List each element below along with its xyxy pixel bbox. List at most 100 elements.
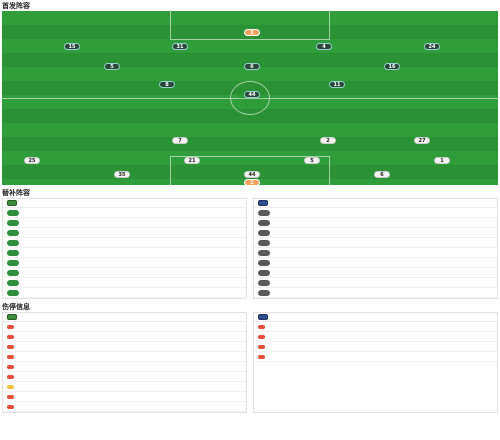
sub-row[interactable]: [254, 278, 497, 288]
sub-number: [7, 209, 19, 216]
sub-number: [7, 229, 19, 236]
home-team-row: [8, 13, 492, 21]
away-player[interactable]: 21: [184, 157, 200, 165]
sub-row[interactable]: [254, 208, 497, 218]
sub-row[interactable]: [254, 258, 497, 268]
subs-title: 替补阵容: [2, 188, 30, 197]
shirt-number: 27: [414, 137, 430, 144]
sub-number: [258, 249, 270, 256]
home-player[interactable]: 4: [316, 43, 332, 51]
home-player[interactable]: 15: [64, 43, 80, 51]
home-crest-icon: [7, 314, 17, 320]
away-player[interactable]: 35: [114, 171, 130, 179]
sub-row[interactable]: [254, 228, 497, 238]
sub-row[interactable]: [3, 288, 246, 298]
injury-icon: [258, 334, 265, 339]
away-player[interactable]: 1: [434, 157, 450, 165]
away-player[interactable]: 5: [304, 157, 320, 165]
shirt-number: 8: [159, 81, 175, 88]
injury-row[interactable]: [3, 382, 246, 392]
injury-row[interactable]: [3, 362, 246, 372]
away-subs: [253, 198, 498, 299]
centre-circle: [230, 81, 270, 115]
top-penalty-area: [170, 11, 330, 40]
home-player[interactable]: 6: [244, 63, 260, 71]
shirt-number: 6: [244, 63, 260, 70]
injuries-title: 伤停信息: [2, 302, 30, 311]
lineup-title: 首发阵容: [2, 1, 30, 10]
injury-icon: [7, 364, 14, 369]
injury-icon: [7, 394, 14, 399]
injury-row[interactable]: [254, 322, 497, 332]
lineup-section-header: 首发阵容: [0, 0, 500, 11]
injury-icon: [7, 344, 14, 349]
home-player[interactable]: 1: [244, 29, 260, 37]
shirt-number: 5: [304, 157, 320, 164]
home-subs: [2, 198, 247, 299]
sub-row[interactable]: [3, 228, 246, 238]
injury-row[interactable]: [3, 392, 246, 402]
sub-row[interactable]: [254, 238, 497, 248]
injury-icon: [7, 404, 14, 409]
injury-row[interactable]: [3, 352, 246, 362]
shirt-number: 1: [244, 179, 260, 185]
subs-section-header: 替补阵容: [0, 187, 500, 198]
away-player[interactable]: 27: [414, 137, 430, 145]
shirt-number: 44: [244, 91, 260, 98]
home-player[interactable]: 8: [159, 81, 175, 89]
home-player[interactable]: 11: [329, 81, 345, 89]
injury-row[interactable]: [254, 352, 497, 362]
away-crest-icon: [258, 200, 268, 206]
shirt-number: 2: [320, 137, 336, 144]
sub-row[interactable]: [254, 288, 497, 298]
sub-row[interactable]: [3, 248, 246, 258]
injury-icon: [7, 374, 14, 379]
sub-row[interactable]: [3, 238, 246, 248]
away-subs-header: [254, 199, 497, 208]
sub-row[interactable]: [254, 218, 497, 228]
away-player[interactable]: 25: [24, 157, 40, 165]
away-player[interactable]: 1: [244, 179, 260, 185]
shirt-number: 16: [384, 63, 400, 70]
sub-row[interactable]: [254, 268, 497, 278]
injury-row[interactable]: [254, 342, 497, 352]
shirt-number: 15: [64, 43, 80, 50]
injury-row[interactable]: [3, 402, 246, 412]
sub-number: [258, 279, 270, 286]
away-player[interactable]: 44: [244, 171, 260, 179]
shirt-number: 31: [172, 43, 188, 50]
sub-number: [7, 239, 19, 246]
injury-row[interactable]: [3, 332, 246, 342]
home-injuries-header: [3, 313, 246, 322]
sub-row[interactable]: [3, 218, 246, 228]
sub-row[interactable]: [3, 258, 246, 268]
pitch: 1 15 31 4 24 5 6 16 8 11 44 7 2 27 25 21 5 1 35 44 6 1: [2, 11, 498, 185]
sub-number: [7, 279, 19, 286]
injury-row[interactable]: [3, 342, 246, 352]
sub-row[interactable]: [3, 278, 246, 288]
home-player[interactable]: 5: [104, 63, 120, 71]
injury-icon: [7, 354, 14, 359]
home-player[interactable]: 31: [172, 43, 188, 51]
injury-icon: [258, 354, 265, 359]
sub-row[interactable]: [3, 208, 246, 218]
injury-columns: [0, 312, 500, 413]
injury-row[interactable]: [3, 372, 246, 382]
home-player[interactable]: 16: [384, 63, 400, 71]
injury-row[interactable]: [3, 322, 246, 332]
sub-number: [258, 289, 270, 296]
away-player[interactable]: 6: [374, 171, 390, 179]
sub-row[interactable]: [3, 268, 246, 278]
shirt-number: 35: [114, 171, 130, 178]
home-player[interactable]: 24: [424, 43, 440, 51]
sub-row[interactable]: [254, 248, 497, 258]
shirt-number: 24: [424, 43, 440, 50]
sub-number: [258, 219, 270, 226]
away-player[interactable]: 7: [172, 137, 188, 145]
injury-icon: [7, 384, 14, 389]
away-player[interactable]: 2: [320, 137, 336, 145]
injury-row[interactable]: [254, 332, 497, 342]
sub-number: [7, 249, 19, 256]
home-player[interactable]: 44: [244, 91, 260, 99]
sub-number: [7, 219, 19, 226]
